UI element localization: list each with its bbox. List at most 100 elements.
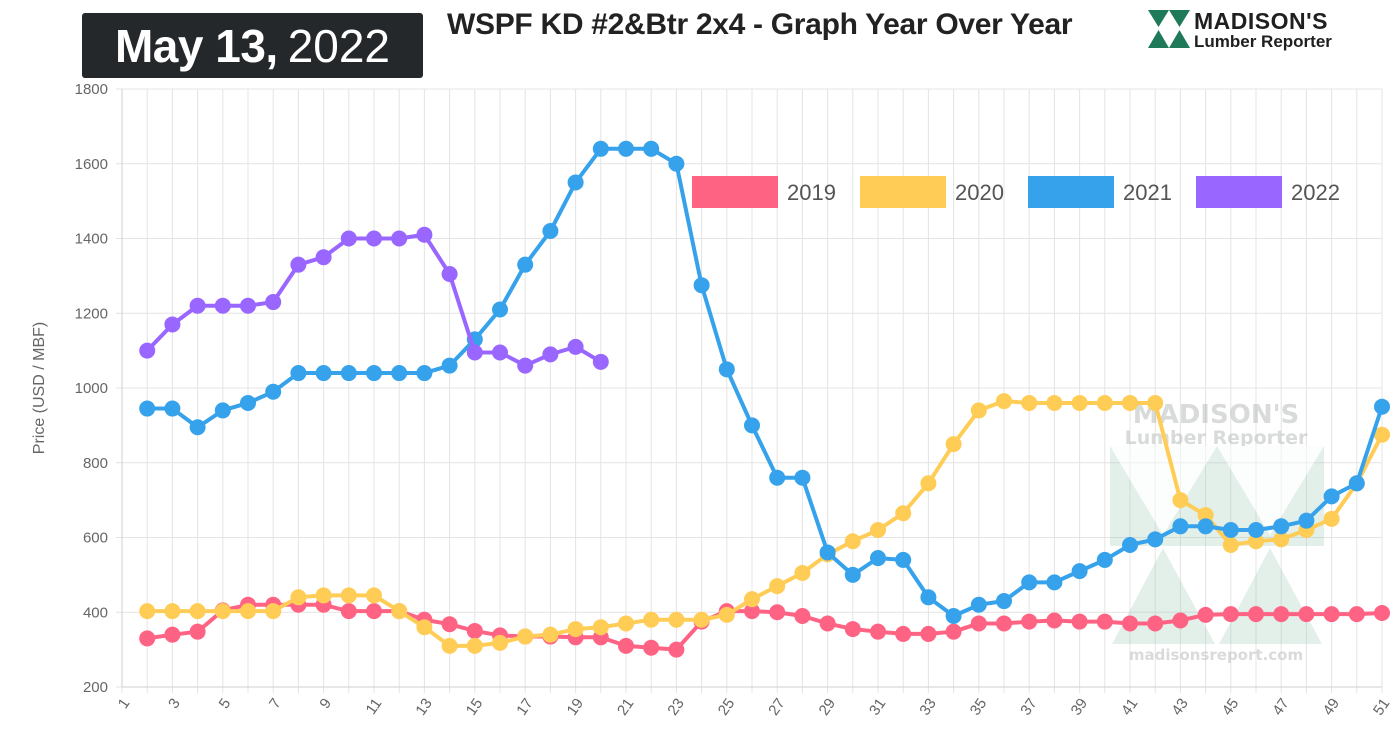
data-point[interactable] [1046, 574, 1063, 591]
data-point[interactable] [290, 365, 307, 382]
data-point[interactable] [340, 587, 357, 604]
data-point[interactable] [265, 294, 282, 311]
data-point[interactable] [1298, 512, 1315, 529]
data-point[interactable] [769, 604, 786, 621]
data-point[interactable] [315, 249, 332, 266]
data-point[interactable] [1172, 518, 1189, 535]
data-point[interactable] [189, 297, 206, 314]
data-point[interactable] [744, 591, 760, 608]
data-point[interactable] [1348, 475, 1365, 492]
data-point[interactable] [1197, 606, 1214, 623]
data-point[interactable] [189, 603, 206, 620]
data-point[interactable] [945, 436, 962, 453]
data-point[interactable] [618, 615, 634, 632]
data-point[interactable] [996, 393, 1012, 410]
data-point[interactable] [164, 400, 181, 417]
data-point[interactable] [139, 603, 156, 620]
data-point[interactable] [970, 615, 987, 632]
data-point[interactable] [643, 639, 660, 656]
data-point[interactable] [164, 316, 181, 333]
data-point[interactable] [240, 297, 256, 314]
data-point[interactable] [1298, 606, 1315, 623]
data-point[interactable] [794, 469, 811, 486]
data-point[interactable] [920, 625, 937, 642]
data-point[interactable] [1096, 394, 1113, 411]
data-point[interactable] [819, 615, 836, 632]
data-point[interactable] [391, 603, 408, 620]
data-point[interactable] [391, 230, 408, 247]
data-point[interactable] [870, 623, 886, 640]
data-point[interactable] [1197, 507, 1214, 524]
data-point[interactable] [139, 400, 156, 417]
data-point[interactable] [492, 344, 508, 361]
data-point[interactable] [1147, 615, 1164, 632]
data-point[interactable] [441, 357, 458, 374]
data-point[interactable] [592, 353, 609, 370]
data-point[interactable] [1172, 612, 1189, 629]
data-point[interactable] [1147, 531, 1164, 548]
data-point[interactable] [290, 256, 307, 273]
data-point[interactable] [265, 603, 282, 620]
data-point[interactable] [618, 637, 634, 654]
data-point[interactable] [391, 365, 408, 382]
data-point[interactable] [618, 140, 634, 157]
data-point[interactable] [1021, 613, 1038, 630]
data-point[interactable] [1071, 563, 1088, 580]
data-point[interactable] [718, 361, 735, 378]
data-point[interactable] [542, 223, 559, 240]
data-point[interactable] [895, 625, 912, 642]
legend-item-2020[interactable]: 2020 [860, 176, 1004, 208]
data-point[interactable] [366, 365, 382, 382]
data-point[interactable] [189, 623, 206, 640]
data-point[interactable] [1147, 394, 1164, 411]
data-point[interactable] [1122, 394, 1138, 411]
data-point[interactable] [466, 344, 483, 361]
data-point[interactable] [1273, 531, 1290, 548]
data-point[interactable] [668, 641, 685, 658]
data-point[interactable] [1248, 533, 1264, 550]
data-point[interactable] [214, 603, 231, 620]
data-point[interactable] [416, 619, 433, 636]
data-point[interactable] [668, 611, 685, 628]
data-point[interactable] [466, 622, 483, 639]
data-point[interactable] [340, 603, 357, 620]
data-point[interactable] [567, 621, 584, 638]
data-point[interactable] [1222, 522, 1239, 539]
data-point[interactable] [265, 383, 282, 400]
data-point[interactable] [744, 417, 760, 434]
data-point[interactable] [693, 611, 710, 628]
data-point[interactable] [945, 623, 962, 640]
data-point[interactable] [744, 603, 760, 620]
data-point[interactable] [240, 603, 256, 620]
data-point[interactable] [1096, 551, 1113, 568]
data-point[interactable] [1374, 426, 1390, 443]
data-point[interactable] [769, 578, 786, 595]
data-point[interactable] [1248, 522, 1264, 539]
data-point[interactable] [567, 338, 584, 355]
data-point[interactable] [214, 402, 231, 419]
data-point[interactable] [794, 607, 811, 624]
data-point[interactable] [920, 475, 937, 492]
data-point[interactable] [970, 402, 987, 419]
data-point[interactable] [1046, 612, 1063, 629]
data-point[interactable] [466, 637, 483, 654]
data-point[interactable] [945, 607, 962, 624]
data-point[interactable] [240, 394, 256, 411]
data-point[interactable] [1222, 536, 1239, 553]
legend-item-2021[interactable]: 2021 [1028, 176, 1172, 208]
data-point[interactable] [416, 365, 433, 382]
data-point[interactable] [1071, 613, 1088, 630]
data-point[interactable] [164, 626, 181, 643]
data-point[interactable] [693, 277, 710, 294]
data-point[interactable] [340, 365, 357, 382]
data-point[interactable] [1021, 574, 1038, 591]
data-point[interactable] [920, 589, 937, 606]
data-point[interactable] [643, 611, 660, 628]
data-point[interactable] [794, 565, 811, 582]
data-point[interactable] [769, 469, 786, 486]
data-point[interactable] [366, 603, 382, 620]
data-point[interactable] [214, 297, 231, 314]
data-point[interactable] [819, 544, 836, 561]
data-point[interactable] [1172, 492, 1189, 509]
data-point[interactable] [366, 230, 382, 247]
